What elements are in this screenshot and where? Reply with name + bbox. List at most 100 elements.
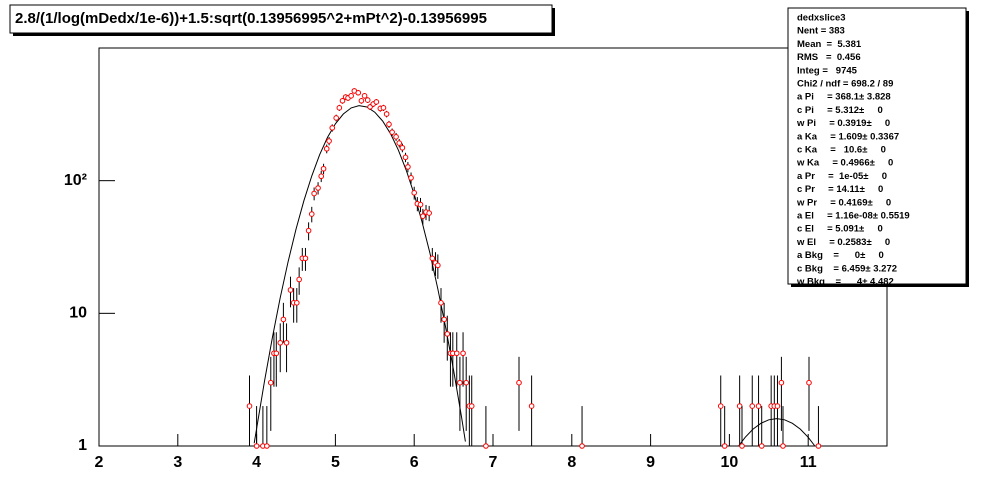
- data-point: [429, 255, 436, 262]
- data-point: [361, 93, 368, 99]
- stats-line: Chi2 / ndf = 698.2 / 89: [797, 79, 893, 90]
- data-point: [246, 403, 253, 409]
- data-point: [483, 443, 489, 449]
- data-point: [778, 379, 785, 386]
- data-point: [739, 443, 745, 449]
- data-point: [339, 97, 346, 104]
- data-point: [315, 185, 321, 191]
- x-tick-label: 2: [95, 454, 104, 471]
- data-point: [758, 443, 765, 449]
- data-point: [516, 379, 522, 386]
- data-point: [806, 379, 812, 386]
- stats-line: c Pi = 5.312± 0: [797, 105, 883, 116]
- plot-frame: [98, 47, 888, 447]
- data-point: [815, 443, 822, 449]
- data-point: [280, 316, 287, 323]
- x-tick-label: 3: [173, 454, 182, 471]
- x-tick-label: 7: [489, 454, 498, 471]
- data-point: [736, 403, 743, 409]
- data-point: [311, 190, 317, 197]
- data-point: [749, 403, 756, 409]
- data-point: [264, 443, 270, 449]
- y-tick-label: 10²: [64, 172, 87, 189]
- data-point: [780, 443, 786, 449]
- stats-line: c Pr = 14.11± 0: [797, 184, 883, 195]
- x-tick-label: 9: [646, 454, 655, 471]
- data-point: [463, 379, 470, 386]
- x-tick-label: 4: [252, 454, 261, 471]
- stats-box: [787, 7, 967, 285]
- title-box: [9, 4, 553, 34]
- y-tick-label: 10: [69, 305, 87, 322]
- data-point: [441, 316, 447, 323]
- data-point: [435, 262, 441, 269]
- data-point: [468, 403, 475, 409]
- data-point: [717, 403, 724, 409]
- data-point: [399, 144, 406, 151]
- data-point: [273, 350, 280, 357]
- data-point: [358, 97, 365, 104]
- data-point: [444, 331, 451, 337]
- data-point: [420, 213, 426, 219]
- data-point: [296, 276, 302, 283]
- data-point: [326, 138, 332, 144]
- data-point: [287, 287, 294, 293]
- data-point: [355, 89, 362, 96]
- data-point: [283, 339, 290, 346]
- data-point: [253, 443, 260, 449]
- data-point: [389, 129, 395, 135]
- data-point: [305, 227, 312, 234]
- stats-line: c El = 5.091± 0: [797, 224, 883, 235]
- x-tick-label: 6: [410, 454, 419, 471]
- data-point: [318, 173, 325, 180]
- data-point: [323, 145, 330, 152]
- stats-line: Mean = 5.381: [797, 39, 862, 50]
- data-point: [453, 350, 460, 357]
- stats-line: a Bkg = 0± 0: [797, 250, 884, 261]
- data-point: [438, 300, 444, 306]
- data-point: [386, 121, 392, 128]
- stats-line: dedxslice3: [797, 13, 846, 24]
- data-point: [721, 443, 728, 449]
- data-point: [333, 115, 339, 121]
- data-point: [320, 165, 327, 172]
- stats-line: w El = 0.2583± 0: [796, 237, 890, 248]
- data-point: [267, 379, 274, 386]
- data-point: [579, 443, 585, 449]
- stats-line: w Pi = 0.3919± 0: [796, 118, 890, 129]
- data-point: [405, 164, 411, 170]
- stats-line: c Ka = 10.6± 0: [797, 145, 886, 156]
- data-point: [277, 339, 284, 346]
- stats-line: a Pr = 1e-05± 0: [797, 171, 887, 182]
- data-point: [380, 105, 387, 111]
- stats-line: a Pi = 368.1± 3.828: [797, 92, 891, 103]
- stats-line: w Bkg = 4± 4.482: [796, 277, 894, 288]
- data-point: [528, 403, 535, 409]
- stats-line: c Bkg = 6.459± 3.272: [797, 263, 897, 274]
- stats-line: a Ka = 1.609± 0.3367: [797, 131, 899, 142]
- data-point: [364, 97, 371, 103]
- data-point: [373, 99, 380, 105]
- data-point: [417, 201, 424, 208]
- data-point: [426, 210, 432, 216]
- data-point: [411, 190, 418, 196]
- data-point: [336, 105, 343, 111]
- stats-line: Nent = 383: [797, 26, 845, 37]
- stats-line: Integ = 9745: [797, 65, 858, 76]
- data-point: [293, 300, 300, 306]
- y-tick-label: 1: [78, 437, 87, 454]
- data-point: [393, 134, 399, 140]
- stats-line: a El = 1.16e-08± 0.5519: [797, 211, 910, 222]
- chart-title: 2.8/(1/log(mDedx/1e-6))+1.5:sqrt(0.13956…: [15, 10, 487, 27]
- data-point: [408, 175, 414, 181]
- data-point: [774, 403, 781, 409]
- stats-line: RMS = 0.456: [797, 52, 861, 63]
- data-point: [348, 93, 354, 99]
- data-point: [755, 403, 762, 409]
- data-point: [383, 111, 390, 117]
- data-point: [302, 255, 309, 262]
- data-point: [402, 154, 409, 161]
- x-tick-label: 11: [800, 454, 817, 471]
- stats-line: w Pr = 0.4169± 0: [796, 197, 891, 208]
